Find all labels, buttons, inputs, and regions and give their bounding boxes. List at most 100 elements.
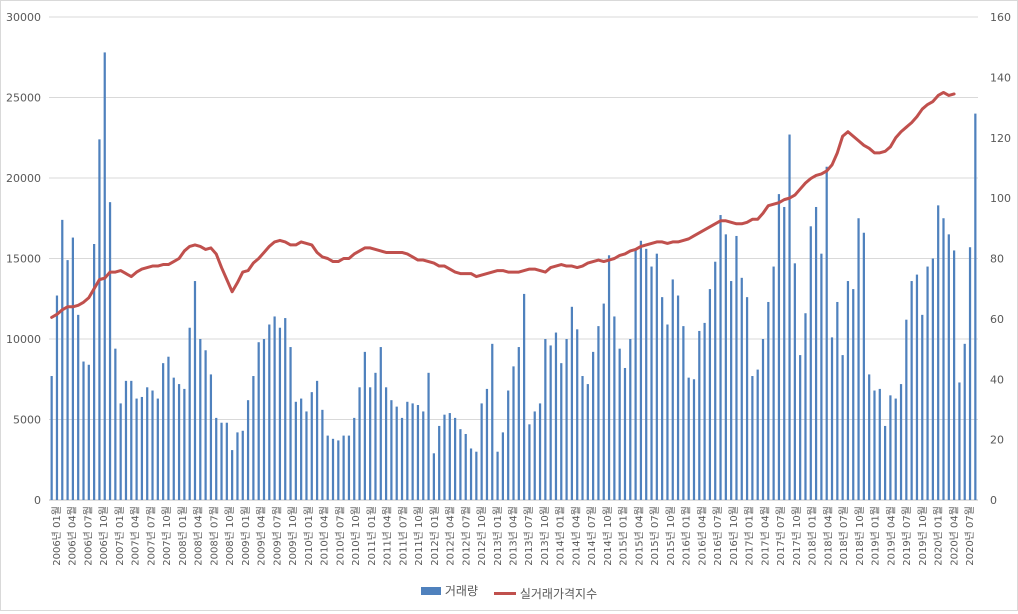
bar [740, 277, 743, 500]
bar [353, 417, 356, 500]
bar [305, 411, 308, 500]
bar [204, 350, 207, 500]
bar [480, 403, 483, 500]
gridlines [49, 16, 978, 501]
bar [857, 218, 860, 500]
bar [130, 380, 133, 500]
x-tick-label: 2012년 07월 [460, 506, 472, 566]
bar [937, 205, 940, 500]
x-tick-label: 2014년 01월 [555, 506, 567, 566]
bar [889, 395, 892, 500]
bar [50, 376, 53, 500]
bar [661, 297, 664, 500]
right-tick-label: 100 [990, 192, 1011, 205]
x-tick-label: 2013년 10월 [539, 506, 551, 566]
x-tick-label: 2018년 07월 [838, 506, 850, 566]
bar [475, 451, 478, 500]
bar [873, 390, 876, 500]
bar [666, 324, 669, 500]
bar [703, 322, 706, 500]
right-tick-label: 160 [990, 11, 1011, 24]
bar [257, 342, 260, 500]
bar [448, 413, 451, 500]
bar-series-volume [50, 52, 977, 501]
x-tick-label: 2019년 01월 [870, 506, 882, 566]
x-tick-label: 2011년 04월 [382, 506, 394, 566]
bar [655, 253, 658, 500]
bar [751, 376, 754, 500]
bar [183, 388, 186, 500]
bar [549, 345, 552, 500]
bar [570, 306, 574, 500]
x-tick-label: 2008년 04월 [193, 506, 205, 566]
bar [93, 244, 96, 500]
bar [974, 113, 977, 500]
bar [225, 422, 228, 500]
x-tick-label: 2009년 10월 [287, 506, 299, 566]
bar [358, 387, 361, 500]
left-tick-label: 0 [34, 494, 41, 507]
x-tick-label: 2020년 01월 [933, 506, 945, 566]
bar [841, 355, 844, 500]
bar [846, 281, 850, 500]
bar [756, 369, 759, 500]
bar [735, 235, 738, 500]
x-tick-label: 2007년 04월 [130, 506, 142, 566]
x-tick-label: 2008년 07월 [208, 506, 220, 566]
bar [671, 279, 674, 500]
bar [852, 289, 855, 500]
bar [342, 435, 345, 500]
bar [77, 314, 80, 500]
bar [586, 384, 589, 500]
bar [162, 363, 165, 500]
bar [119, 403, 122, 500]
bar [629, 339, 632, 500]
x-tick-label: 2015년 07월 [649, 506, 661, 566]
bar [767, 301, 770, 500]
bar [724, 234, 727, 500]
bar [135, 398, 138, 500]
bar [613, 316, 616, 500]
bar [98, 139, 101, 501]
bar [820, 253, 823, 500]
bar [894, 398, 897, 500]
x-tick-label: 2018년 10월 [854, 506, 866, 566]
legend-item-volume: 거래량 [420, 582, 478, 599]
bar [390, 400, 393, 500]
bar [592, 351, 595, 500]
x-tick-label: 2019년 10월 [917, 506, 929, 566]
x-tick-label: 2014년 07월 [586, 506, 598, 566]
bar [623, 367, 627, 500]
right-tick-label: 80 [990, 253, 1004, 266]
bar [331, 438, 335, 500]
bar [714, 261, 717, 500]
bar [443, 414, 446, 500]
bar [140, 396, 144, 500]
bar [921, 314, 924, 500]
x-tick-label: 2015년 10월 [665, 506, 677, 566]
x-tick-label: 2020년 04월 [948, 506, 960, 566]
bar [61, 219, 64, 501]
bar [634, 248, 637, 500]
x-tick-label: 2017년 07월 [775, 506, 787, 566]
bar [708, 289, 712, 500]
right-y-axis: 0 20 40 60 80 100 120 140 160 [990, 11, 1011, 507]
bar [108, 202, 112, 500]
bar [406, 401, 409, 500]
bar [576, 329, 579, 500]
price-index-line [50, 90, 956, 319]
bar [416, 405, 420, 500]
bar [146, 387, 149, 500]
right-tick-label: 60 [990, 313, 1004, 326]
bar [347, 435, 351, 500]
legend-item-price-index: 실거래가격지수 [493, 585, 597, 602]
bar [958, 382, 961, 500]
left-y-axis: 0 5000 10000 15000 20000 25000 30000 [6, 11, 41, 507]
x-tick-label: 2010년 04월 [319, 506, 331, 566]
bar [87, 364, 90, 500]
bar [517, 347, 520, 500]
bar [830, 337, 834, 500]
bar [602, 303, 605, 500]
x-tick-label: 2012년 04월 [445, 506, 457, 566]
